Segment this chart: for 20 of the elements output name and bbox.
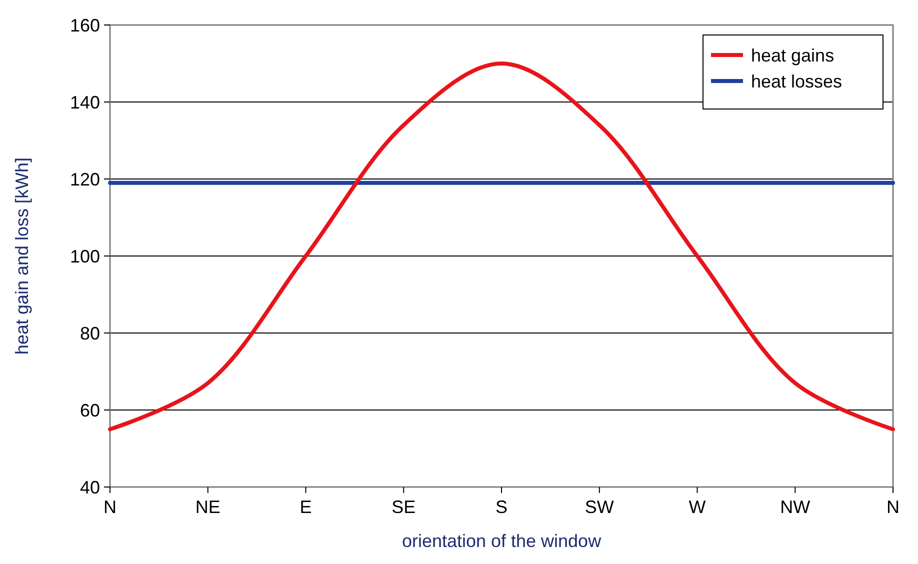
x-tick-label: NW — [780, 497, 810, 517]
x-tick-label: SW — [584, 497, 614, 517]
x-tick-label: E — [300, 497, 312, 517]
x-tick-label: NE — [195, 497, 220, 517]
legend-label: heat losses — [751, 71, 842, 92]
x-tick-label: N — [104, 497, 116, 517]
y-tick-label: 140 — [70, 92, 100, 112]
y-tick-label: 40 — [80, 477, 100, 498]
x-tick-label: N — [886, 497, 900, 517]
legend-label: heat gains — [751, 45, 834, 66]
y-tick-label: 60 — [80, 400, 100, 420]
y-tick-label: 100 — [70, 246, 100, 266]
y-tick-label: 120 — [70, 169, 100, 190]
y-axis-title: heat gain and loss [kWh] — [12, 157, 32, 355]
x-tick-label: W — [688, 497, 706, 517]
x-tick-label: S — [495, 497, 508, 517]
x-tick-label: SE — [392, 497, 416, 517]
y-tick-label: 160 — [70, 15, 100, 36]
y-tick-label: 80 — [80, 323, 100, 344]
x-axis-title: orientation of the window — [402, 531, 602, 551]
